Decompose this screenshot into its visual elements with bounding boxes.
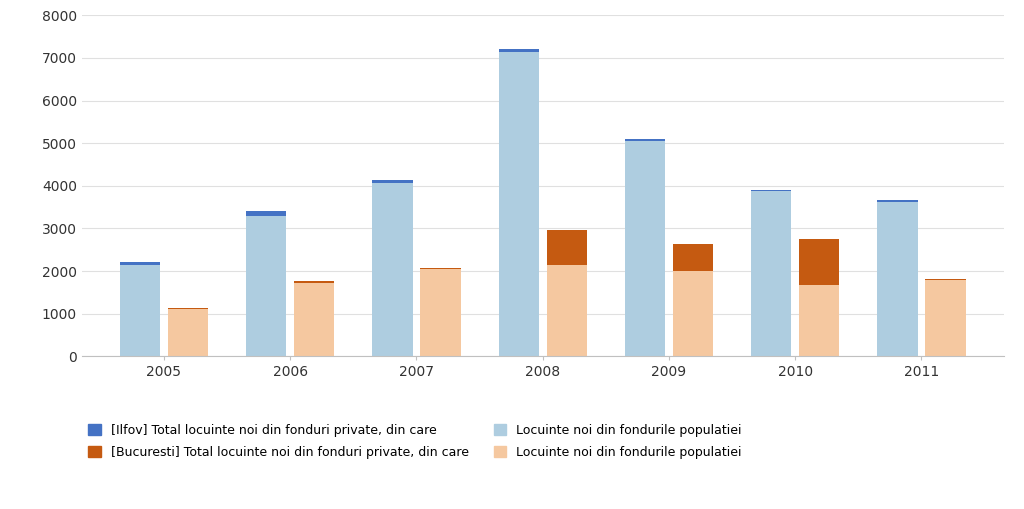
Bar (168, 308, 208, 309)
Bar (294, 281, 335, 282)
Bar (294, 282, 335, 356)
Bar (878, 202, 918, 356)
Bar (373, 180, 413, 183)
Bar (168, 309, 208, 356)
Bar (499, 49, 539, 51)
Bar (673, 271, 713, 356)
Bar (751, 191, 792, 356)
Bar (751, 190, 792, 191)
Bar (246, 216, 287, 356)
Bar (926, 279, 966, 280)
Bar (420, 268, 461, 269)
Bar (878, 201, 918, 202)
Bar (499, 51, 539, 356)
Bar (420, 269, 461, 356)
Bar (673, 244, 713, 271)
Bar (120, 265, 160, 356)
Bar (625, 142, 666, 356)
Bar (799, 285, 840, 356)
Bar (373, 183, 413, 356)
Bar (547, 230, 587, 265)
Bar (926, 280, 966, 356)
Bar (246, 211, 287, 216)
Bar (625, 139, 666, 142)
Bar (547, 265, 587, 356)
Bar (120, 262, 160, 265)
Bar (799, 239, 840, 285)
Legend: [Ilfov] Total locuinte noi din fonduri private, din care, [Bucuresti] Total locu: [Ilfov] Total locuinte noi din fonduri p… (88, 424, 741, 459)
